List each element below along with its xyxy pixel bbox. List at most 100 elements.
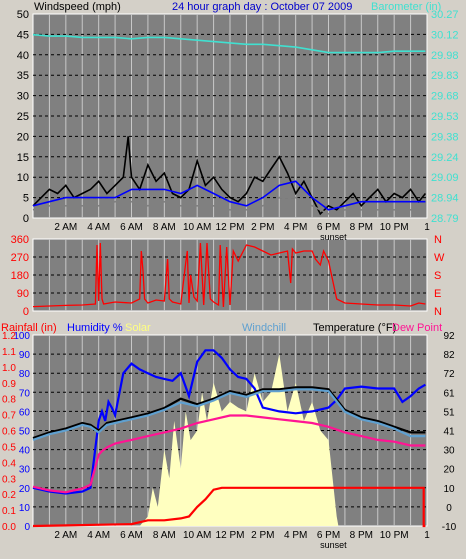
- temperature-tick-label: 10: [443, 484, 455, 495]
- time-tick-label: 6 AM: [120, 222, 143, 233]
- sunset-label: sunset: [320, 232, 347, 242]
- rainfall-tick-label: 0.9: [2, 379, 16, 390]
- wind-tick-label: 15: [17, 152, 29, 164]
- dew-point-line: [32, 414, 426, 494]
- rainfall-tick-label: 0.7: [2, 411, 16, 422]
- rainfall-in-line: [32, 486, 426, 528]
- time-tick-label: 8 PM: [350, 222, 373, 233]
- barometer-tick-label: 30.27: [431, 9, 459, 21]
- time-tick-label: 1: [424, 530, 430, 541]
- time-tick-label: 6 PM: [317, 530, 340, 541]
- barometer-tick-label: 29.53: [431, 111, 459, 123]
- barometer-tick-label: 29.24: [431, 152, 459, 164]
- humidity-tick-label: 0: [24, 522, 30, 533]
- rainfall-tick-label: 0.5: [2, 442, 16, 453]
- rainfall-tick-label: 0.3: [2, 474, 16, 485]
- humidity-tick-label: 40: [19, 446, 31, 457]
- humidity-tick-label: 90: [19, 350, 31, 361]
- barometer-series-line: [32, 33, 426, 54]
- dewpoint-axis-title: Dew Point: [392, 322, 442, 334]
- direction-tick-label: 180: [11, 270, 29, 282]
- graph-titles: Windspeed (mph) 24 hour graph day : Octo…: [1, 1, 442, 334]
- time-tick-label: 8 AM: [153, 530, 176, 541]
- barometer-tick-label: 29.83: [431, 70, 459, 82]
- wind-series-line-2: [32, 180, 426, 211]
- rainfall-tick-label: 0.0: [2, 522, 16, 533]
- humidity-tick-label: 70: [19, 388, 31, 399]
- wind-tick-label: 50: [17, 9, 29, 21]
- time-tick-label: 2 AM: [54, 530, 77, 541]
- time-tick-label: 4 PM: [284, 222, 307, 233]
- wind-tick-label: 5: [23, 193, 29, 205]
- time-tick-label: 4 AM: [87, 222, 110, 233]
- wind-tick-label: 30: [17, 91, 29, 103]
- rainfall-tick-label: 1.2: [2, 331, 16, 342]
- temperature-axis-title: Temperature (°F): [313, 322, 396, 334]
- direction-tick-label: 270: [11, 252, 29, 264]
- time-tick-label: 10 AM: [183, 530, 211, 541]
- compass-label: N: [434, 234, 442, 246]
- wind-tick-label: 0: [23, 213, 29, 225]
- time-tick-label: 10 PM: [380, 530, 409, 541]
- sunset-label: sunset: [320, 540, 347, 550]
- time-tick-label: 1: [424, 222, 430, 233]
- temperature-tick-label: 72: [443, 369, 455, 380]
- plot-layer: 0510152025303540455028.7928.9429.0929.24…: [2, 9, 459, 550]
- wind-series-line-3: [32, 196, 426, 215]
- time-tick-label: 2 PM: [251, 530, 274, 541]
- rainfall-tick-label: 0.6: [2, 427, 16, 438]
- windchill-axis-title: Windchill: [242, 322, 286, 334]
- humidity-tick-label: 20: [19, 484, 31, 495]
- temperature-tick-label: 61: [443, 388, 455, 399]
- rainfall-tick-label: 1.0: [2, 363, 16, 374]
- time-tick-label: 4 PM: [284, 530, 307, 541]
- wind-tick-label: 35: [17, 70, 29, 82]
- humidity-tick-label: 10: [19, 503, 31, 514]
- wind-tick-label: 40: [17, 50, 29, 62]
- time-tick-label: 4 AM: [87, 530, 110, 541]
- temperature-tick-label: 30: [443, 446, 455, 457]
- direction-tick-label: 90: [17, 288, 29, 300]
- temperature-tick-label: 41: [443, 427, 455, 438]
- temperature-tick-label: -10: [442, 522, 457, 533]
- direction-tick-label: 360: [11, 234, 29, 246]
- time-tick-label: 12 PM: [216, 530, 245, 541]
- time-tick-label: 2 PM: [251, 222, 274, 233]
- barometer-tick-label: 29.98: [431, 50, 459, 62]
- temperature-f-line: [32, 386, 426, 440]
- temperature-tick-label: 20: [443, 465, 455, 476]
- time-tick-label: 12 PM: [216, 222, 245, 233]
- compass-label: W: [434, 252, 445, 264]
- wind-axis-title: Windspeed (mph): [34, 1, 121, 13]
- wind-tick-label: 45: [17, 29, 29, 41]
- humidity-tick-label: 60: [19, 407, 31, 418]
- wind-tick-label: 10: [17, 172, 29, 184]
- humidity-tick-label: 80: [19, 369, 31, 380]
- humidity-axis-title: Humidity %: [67, 322, 123, 334]
- barometer-tick-label: 29.68: [431, 91, 459, 103]
- time-tick-label: 8 PM: [350, 530, 373, 541]
- compass-label: E: [434, 288, 441, 300]
- rainfall-tick-label: 0.8: [2, 395, 16, 406]
- compass-label: N: [434, 306, 442, 318]
- rainfall-tick-label: 1.1: [2, 347, 16, 358]
- barometer-tick-label: 29.09: [431, 172, 459, 184]
- temperature-tick-label: 92: [443, 331, 455, 342]
- wind-direction-line: [32, 242, 426, 308]
- humidity-tick-label: 50: [19, 427, 31, 438]
- rainfall-tick-label: 0.4: [2, 458, 16, 469]
- rainfall-tick-label: 0.1: [2, 506, 16, 517]
- temperature-tick-label: 0: [446, 503, 452, 514]
- compass-label: S: [434, 270, 441, 282]
- rainfall-tick-label: 0.2: [2, 490, 16, 501]
- wind-tick-label: 20: [17, 131, 29, 143]
- barometer-axis-title: Barometer (in): [371, 1, 441, 13]
- time-tick-label: 10 AM: [183, 222, 211, 233]
- humidity-tick-label: 30: [19, 465, 31, 476]
- barometer-tick-label: 29.38: [431, 131, 459, 143]
- time-tick-label: 8 AM: [153, 222, 176, 233]
- solar-area: [33, 354, 426, 526]
- wind-tick-label: 25: [17, 111, 29, 123]
- barometer-tick-label: 28.94: [431, 193, 459, 205]
